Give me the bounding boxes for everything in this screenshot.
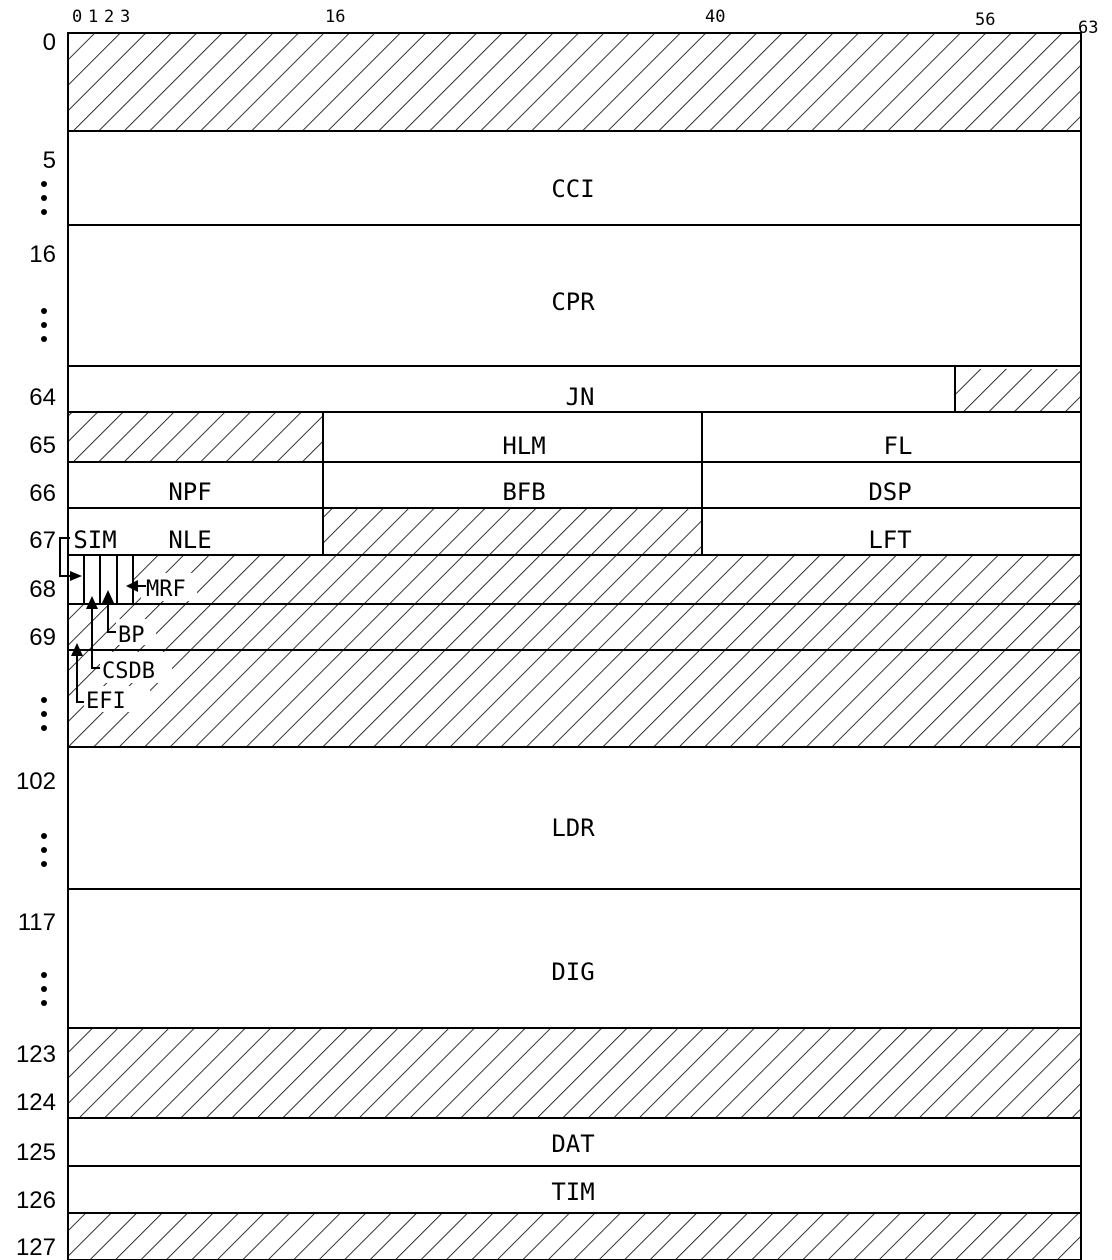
word-number: 117 <box>18 909 56 936</box>
csdb-arrow <box>91 603 100 669</box>
reserved-word65-left <box>68 413 323 462</box>
flag-bp: BP <box>118 623 145 648</box>
word-number: 65 <box>29 432 56 459</box>
bit-tick: 0 <box>72 7 82 27</box>
reserved-word127 <box>68 1213 1081 1260</box>
flag-efi: EFI <box>86 689 126 714</box>
flag-csdb: CSDB <box>102 659 155 684</box>
field-labels: CCI CPR JN HLM FL NPF BFB DSP SIM NLE LF… <box>73 175 912 1206</box>
field-lft: LFT <box>868 526 911 554</box>
field-tim: TIM <box>551 1178 594 1206</box>
field-npf: NPF <box>168 478 211 506</box>
reserved-word67-middle <box>323 508 702 555</box>
reserved-words-0-4 <box>68 33 1081 131</box>
word-number: 5 <box>43 147 56 174</box>
word-number: 69 <box>29 624 56 651</box>
bit-tick: 63 <box>1078 18 1098 38</box>
bit-ruler: 0 1 2 3 16 40 56 63 <box>72 7 1098 38</box>
field-dig: DIG <box>551 958 594 986</box>
field-sim: SIM <box>73 526 116 554</box>
field-fl: FL <box>884 432 913 460</box>
flag-labels: MRF BP CSDB EFI <box>86 577 186 714</box>
bit-tick: 1 <box>88 7 98 27</box>
reserved-jn-tail <box>955 369 1081 412</box>
field-ldr: LDR <box>551 814 595 842</box>
word-number: 0 <box>43 29 56 56</box>
word-number: 68 <box>29 576 56 603</box>
field-jn: JN <box>566 383 595 411</box>
word-number: 66 <box>29 480 56 507</box>
word-number: 123 <box>16 1041 56 1068</box>
word-number: 126 <box>16 1187 56 1214</box>
field-cci: CCI <box>551 175 594 203</box>
field-dsp: DSP <box>868 478 911 506</box>
word-axis: 0 5 16 64 65 66 67 68 69 102 117 123 124… <box>16 29 56 1260</box>
reserved-word69 <box>68 604 1081 650</box>
continuation-dots <box>41 181 47 1006</box>
word-number: 124 <box>16 1089 56 1116</box>
word-number: 127 <box>16 1234 56 1260</box>
word-number: 102 <box>16 768 56 795</box>
reserved-word68 <box>133 555 1081 604</box>
field-hlm: HLM <box>502 432 545 460</box>
field-nle: NLE <box>168 526 211 554</box>
word-number: 67 <box>29 527 56 554</box>
field-bfb: BFB <box>502 478 545 506</box>
word-number: 125 <box>16 1139 56 1166</box>
efi-arrow <box>76 651 84 703</box>
bit-tick: 2 <box>104 7 114 27</box>
field-dat: DAT <box>551 1130 594 1158</box>
word-number: 64 <box>29 384 56 411</box>
bit-tick: 40 <box>705 7 725 27</box>
word-number: 16 <box>29 241 56 268</box>
reserved-words-123-124 <box>68 1028 1081 1118</box>
reserved-regions <box>68 33 1081 1260</box>
flag-mrf: MRF <box>146 577 186 602</box>
reserved-words-70-101 <box>68 650 1081 747</box>
bit-tick: 16 <box>325 7 345 27</box>
frame-lines <box>67 32 1082 1260</box>
sim-arrow <box>59 537 76 577</box>
bit-tick: 3 <box>120 7 130 27</box>
field-cpr: CPR <box>551 288 595 316</box>
bp-arrow <box>107 596 116 633</box>
bit-tick: 56 <box>975 10 995 30</box>
